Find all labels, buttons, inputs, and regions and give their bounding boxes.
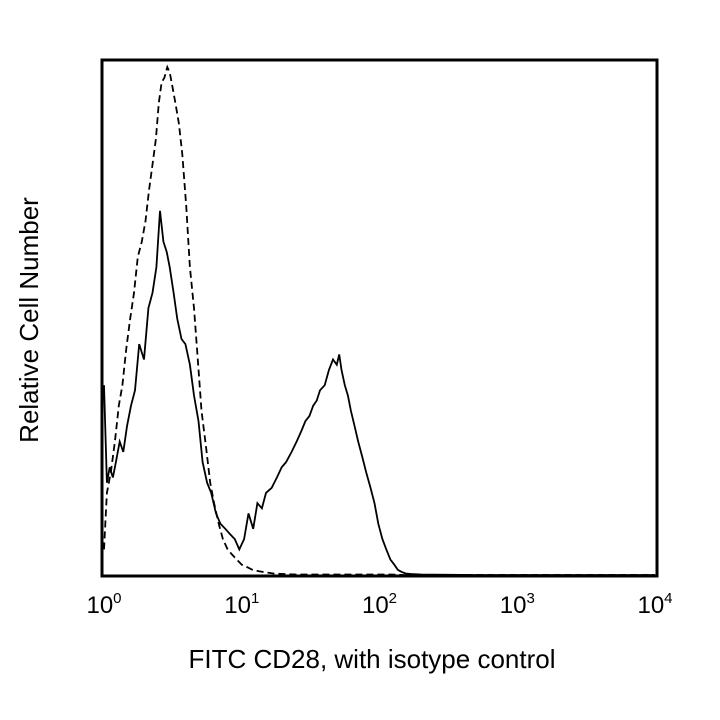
x-axis-title: FITC CD28, with isotype control — [188, 644, 555, 674]
x-tick-base: 10 — [362, 592, 389, 619]
x-tick-label: 103 — [500, 590, 535, 619]
x-tick-label: 100 — [86, 590, 121, 619]
x-tick-label: 102 — [362, 590, 397, 619]
x-tick-exponent: 4 — [664, 590, 672, 607]
x-tick-exponent: 0 — [113, 590, 121, 607]
x-tick-label: 104 — [637, 590, 672, 619]
x-tick-base: 10 — [224, 592, 251, 619]
x-tick-exponent: 1 — [251, 590, 259, 607]
x-tick-exponent: 2 — [389, 590, 397, 607]
y-axis-title: Relative Cell Number — [14, 197, 44, 443]
x-tick-exponent: 3 — [526, 590, 534, 607]
x-tick-base: 10 — [86, 592, 113, 619]
series-layer — [103, 64, 655, 576]
series-line-solid — [103, 210, 655, 576]
x-tick-base: 10 — [637, 592, 664, 619]
x-tick-label: 101 — [224, 590, 259, 619]
x-tick-base: 10 — [500, 592, 527, 619]
series-line-dashed — [103, 64, 655, 576]
plot-frame — [100, 58, 659, 578]
x-tick-layer: 100 101 102 103 104 — [86, 590, 672, 619]
